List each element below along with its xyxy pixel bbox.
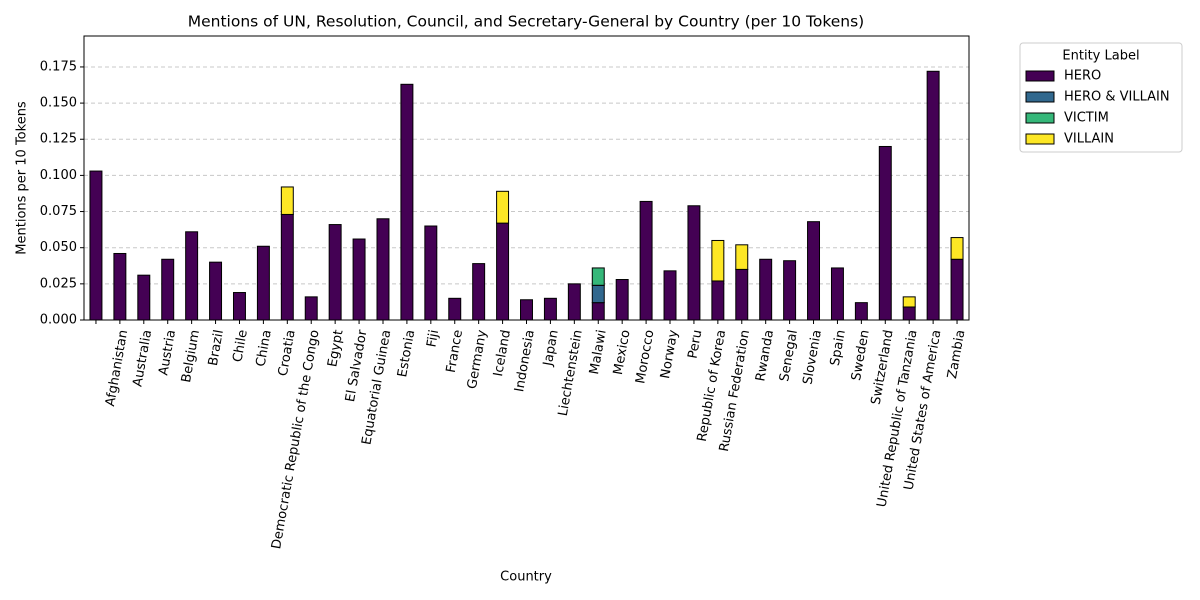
bar-segment [496, 222, 510, 321]
bar-segment [783, 260, 797, 321]
bar-segment [687, 205, 701, 321]
bar-segment [161, 258, 175, 321]
y-tick-label: 0.100 [40, 168, 77, 183]
x-tick-label: Chile [230, 329, 250, 364]
bar-segment [185, 231, 199, 321]
bar-segment [639, 200, 653, 321]
x-tick-label: Switzerland [869, 329, 897, 406]
bar-segment [567, 283, 581, 321]
bar-segment [89, 170, 103, 321]
x-tick-label: El Salvador [343, 328, 371, 403]
bar-segment [352, 238, 366, 321]
bar-segment [328, 224, 342, 321]
bar-segment [232, 292, 246, 321]
y-tick-label: 0.175 [40, 59, 77, 74]
x-tick-label: Egypt [325, 329, 346, 369]
bar-segment [663, 270, 677, 321]
x-tick-label: France [444, 329, 466, 374]
plot-frame [83, 35, 970, 321]
y-axis-label: Mentions per 10 Tokens [15, 101, 30, 255]
x-tick-label: Rwanda [753, 329, 777, 383]
x-tick-label: Morocco [633, 329, 657, 385]
x-axis-label: Country [500, 570, 552, 585]
x-tick-label: Japan [541, 329, 562, 368]
x-tick-label: Malawi [587, 329, 610, 376]
legend-label: HERO & VILLAIN [1064, 90, 1170, 105]
x-tick-label: Spain [828, 329, 849, 367]
legend-swatch [1025, 133, 1055, 145]
bar-segment [209, 261, 223, 321]
bar-segment [113, 252, 127, 321]
legend-swatch [1025, 70, 1055, 82]
bar-segment [137, 274, 151, 321]
x-tick-label: Brazil [206, 329, 227, 367]
legend-label: VICTIM [1064, 111, 1109, 126]
x-tick-label: Afghanistan [103, 329, 131, 408]
x-tick-label: Indonesia [512, 329, 538, 394]
x-tick-label: Estonia [395, 329, 418, 379]
bar-segment [735, 244, 749, 270]
bar-segment [304, 296, 318, 321]
y-tick-label: 0.125 [40, 132, 77, 147]
x-tick-label: Iceland [491, 329, 514, 378]
x-tick-label: Zambia [945, 329, 968, 380]
bar-segment [615, 279, 629, 321]
bar-segment [830, 267, 844, 321]
bar-segment [591, 284, 605, 304]
bar-segment [591, 267, 605, 286]
bar-segment [520, 299, 533, 321]
legend-swatch [1025, 91, 1055, 103]
bar-segment [448, 297, 462, 321]
x-tick-label: Australia [130, 329, 155, 388]
x-tick-label: Croatia [276, 329, 299, 378]
bar-segment [591, 302, 605, 321]
bar-segment [926, 70, 940, 321]
bar-segment [902, 306, 916, 321]
x-tick-label: Austria [156, 329, 179, 377]
x-tick-label: China [254, 329, 275, 368]
bar-segment [472, 263, 486, 321]
bar-segment [400, 83, 414, 321]
legend-label: HERO [1064, 69, 1101, 84]
bar-segment [807, 221, 821, 321]
y-tick-label: 0.150 [40, 96, 77, 111]
chart-title: Mentions of UN, Resolution, Council, and… [188, 13, 864, 31]
x-tick-label: Belgium [179, 329, 203, 384]
bar-segment [256, 245, 270, 321]
x-tick-label: Germany [465, 328, 490, 390]
y-tick-label: 0.025 [40, 276, 77, 291]
bar-segment [902, 296, 916, 308]
legend-label: VILLAIN [1064, 132, 1114, 147]
x-tick-label: Mexico [611, 329, 634, 376]
y-tick-label: 0.050 [40, 240, 77, 255]
bar-segment [280, 213, 294, 321]
x-tick-label: Sweden [849, 329, 873, 382]
legend-title: Entity Label [1062, 49, 1139, 64]
legend-swatch [1025, 112, 1055, 124]
x-tick-label: Peru [686, 329, 706, 360]
bar-segment [496, 190, 510, 224]
bar-segment [759, 258, 773, 321]
bar-segment [424, 225, 438, 321]
y-tick-label: 0.000 [40, 313, 77, 328]
x-tick-label: Liechtenstein [556, 329, 586, 418]
x-tick-label: Senegal [777, 329, 801, 383]
bar-segment [735, 268, 749, 321]
bar-segment [376, 218, 390, 321]
x-tick-label: Slovenia [801, 329, 825, 386]
bar-segment [280, 186, 294, 215]
bar-segment [878, 145, 892, 321]
bar-segment [711, 239, 725, 282]
x-tick-label: Fiji [424, 329, 442, 349]
bar-segment [711, 280, 725, 321]
legend-box [1019, 42, 1183, 153]
x-tick-label: Norway [658, 328, 681, 379]
bar-segment [950, 237, 964, 260]
bar-segment [854, 302, 868, 321]
y-tick-label: 0.075 [40, 204, 77, 219]
bar-segment [543, 297, 557, 321]
bar-segment [950, 258, 964, 321]
